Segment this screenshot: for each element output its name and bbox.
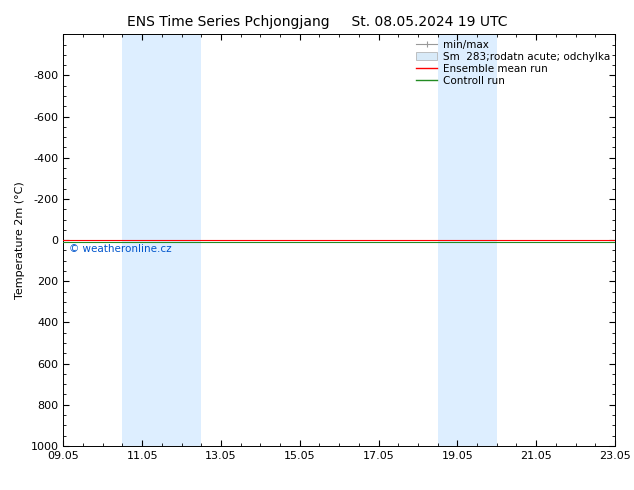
Text: © weatheronline.cz: © weatheronline.cz bbox=[69, 244, 172, 254]
Legend: min/max, Sm  283;rodatn acute; odchylka, Ensemble mean run, Controll run: min/max, Sm 283;rodatn acute; odchylka, … bbox=[415, 37, 612, 88]
Bar bbox=[437, 34, 497, 446]
Text: ENS Time Series Pchjongjang     St. 08.05.2024 19 UTC: ENS Time Series Pchjongjang St. 08.05.20… bbox=[127, 15, 507, 29]
Bar bbox=[122, 34, 202, 446]
Y-axis label: Temperature 2m (°C): Temperature 2m (°C) bbox=[15, 181, 25, 299]
